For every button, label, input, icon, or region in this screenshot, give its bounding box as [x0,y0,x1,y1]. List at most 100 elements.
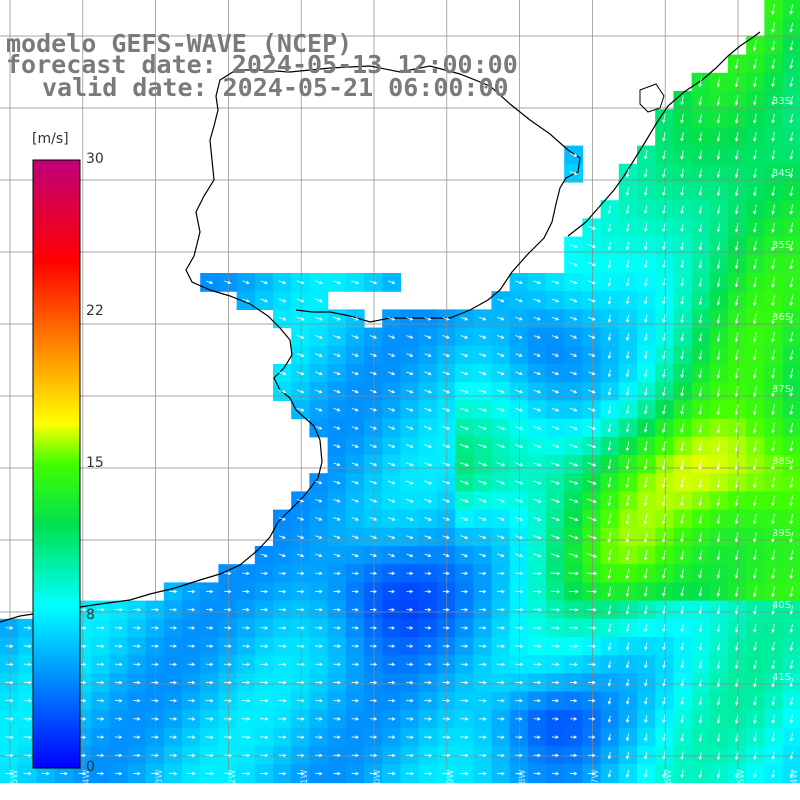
wind-arrow [369,626,378,630]
wind-arrow [496,462,506,467]
wind-arrow [550,516,560,522]
wind-arrow [296,680,305,685]
wind-arrow [496,517,505,521]
wind-arrow [698,513,703,525]
wind-arrow [260,280,268,285]
wind-arrow [644,769,648,779]
wind-arrow [114,698,123,703]
wind-arrow [698,332,703,342]
wind-arrow [351,589,359,594]
wind-arrow [771,568,775,579]
wind-arrow [698,314,703,324]
wind-arrow [296,626,305,630]
wind-arrow [369,444,378,448]
wind-arrow [698,223,703,233]
wind-arrow [424,517,432,521]
wind-arrow [644,642,648,651]
wind-arrow [387,535,396,539]
wind-arrow [241,771,251,776]
wind-arrow [662,568,666,579]
wind-arrow [607,205,612,215]
wind-arrow [698,295,703,306]
wind-arrow [278,298,287,303]
wind-arrow [753,58,757,70]
wind-arrow [406,589,414,594]
wind-arrow [478,462,488,467]
wind-arrow [551,389,560,394]
wind-arrow [789,240,794,252]
wind-arrow [187,662,196,667]
wind-arrow [625,733,630,742]
wind-arrow [114,644,123,648]
wind-arrow [496,444,506,449]
wind-arrow [680,422,684,434]
wind-arrow [515,771,523,776]
wind-arrow [607,314,612,323]
wind-arrow [789,59,794,69]
wind-arrow [497,353,505,357]
wind-arrow [442,589,450,594]
wind-arrow [680,440,684,452]
wind-arrow [789,751,794,760]
wind-arrow [241,753,251,758]
wind-arrow [789,531,794,543]
wind-arrow [314,626,323,630]
wind-arrow [388,662,396,667]
wind-arrow [496,680,505,685]
wind-arrow [496,607,505,612]
wind-arrow [260,607,269,612]
wind-arrow [296,371,305,376]
wind-arrow [424,607,432,612]
wind-arrow [680,495,684,507]
wind-arrow [734,477,739,489]
wind-arrow [734,586,739,598]
wind-arrow [771,132,775,142]
wind-arrow [570,771,578,776]
wind-arrow [478,589,487,594]
wind-arrow [333,680,342,685]
wind-arrow [405,480,414,485]
wind-arrow [716,660,721,670]
wind-arrow [514,444,524,449]
wind-arrow [716,641,721,651]
wind-arrow [5,698,14,703]
wind-arrow [114,607,123,612]
wind-arrow [460,389,469,394]
wind-arrow [644,751,648,760]
wind-arrow [789,660,794,670]
wind-arrow [734,532,739,543]
wind-arrow [644,332,648,342]
wind-arrow [734,113,739,124]
wind-arrow [424,389,432,394]
wind-arrow [771,77,775,88]
lat-label-34s: 34S [772,168,792,179]
wind-arrow [387,407,396,412]
wind-arrow [753,95,757,106]
wind-arrow [625,513,630,525]
wind-arrow [169,753,178,758]
wind-arrow [442,407,451,412]
wind-arrow [586,480,597,485]
wind-arrow [23,698,32,703]
wind-arrow [387,426,396,430]
wind-arrow [369,662,378,667]
wind-arrow [734,660,739,670]
wind-arrow [442,717,451,721]
wind-arrow [551,644,560,648]
wind-arrow [662,531,666,543]
wind-arrow [771,623,775,633]
wind-arrow [662,624,666,633]
wind-arrow [716,605,721,615]
wind-arrow [680,259,684,269]
wind-arrow [569,462,579,467]
wind-arrow [588,353,596,357]
wind-arrow [569,662,578,667]
wind-arrow [387,444,396,448]
wind-arrow [533,298,542,303]
wind-arrow [771,458,775,471]
wind-arrow [442,371,451,376]
wind-arrow [169,717,178,721]
wind-arrow [405,735,414,739]
wind-arrow [205,771,214,776]
wind-arrow [680,186,684,197]
